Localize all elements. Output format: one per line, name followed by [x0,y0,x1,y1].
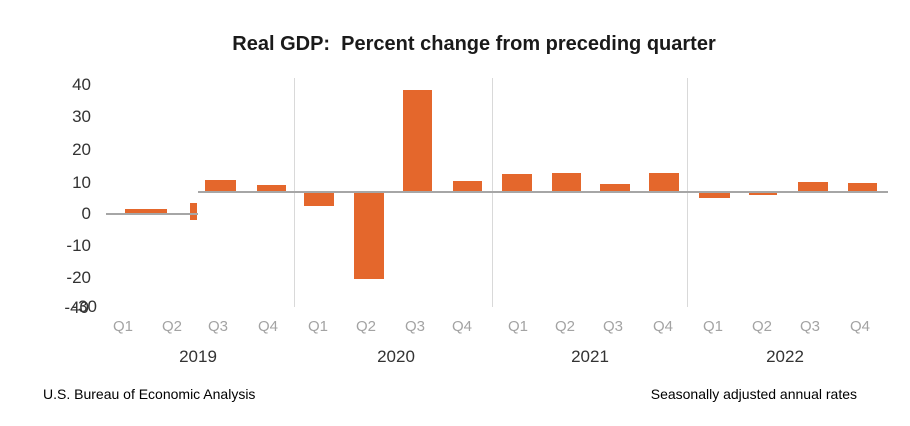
quarter-label: Q4 [849,317,870,335]
bar-2022-Q4 [847,183,877,192]
year-label: 2019 [179,346,217,366]
y-axis-label: -20 [66,267,91,287]
y-axis-label: -30 [72,297,97,316]
y-axis-label: 0 [81,204,91,223]
quarter-label: Q2 [355,317,376,335]
bar-2019-Q3 [205,180,236,192]
quarter-label: Q3 [602,317,623,335]
quarter-label: Q1 [507,317,528,335]
rates-note: Seasonally adjusted annual rates [650,386,857,402]
y-axis-label: -40 [64,297,89,317]
quarter-label: Q3 [404,317,425,335]
bar-2019-Q1 [125,208,167,215]
bar-2020-Q4 [453,181,482,192]
bar-2021-Q4 [648,172,679,192]
quarter-label: Q3 [207,317,228,335]
quarter-label: Q1 [702,317,723,335]
quarter-label: Q4 [451,317,472,335]
bar-2021-Q3 [599,183,630,192]
quarter-label: Q3 [799,317,820,335]
year-label: 2022 [766,346,804,366]
quarter-label: Q4 [257,317,278,335]
chart-title: Real GDP: Percent change from preceding … [232,33,716,55]
y-axis-label: 30 [72,107,91,127]
quarter-label: Q2 [161,317,182,335]
source-note: U.S. Bureau of Economic Analysis [43,386,256,402]
bar-2022-Q2 [748,192,777,195]
bar-2020-Q1 [304,192,334,206]
zero-baseline-right [198,191,888,194]
quarter-label: Q1 [307,317,328,335]
quarter-label: Q2 [554,317,575,335]
year-label: 2021 [571,346,609,366]
bar-2022-Q3 [797,182,828,192]
y-axis-label: -10 [66,236,91,255]
bar-2022-Q1 [698,192,730,198]
bar-2020-Q3 [403,90,432,192]
bar-2020-Q2 [353,192,384,279]
year-label: 2020 [377,346,415,366]
quarter-label: Q1 [112,317,133,335]
y-axis-label: 20 [72,140,91,159]
bar-2019-Q2 [190,202,197,220]
quarter-label: Q4 [652,317,673,335]
zero-baseline-left [106,213,198,216]
quarter-label: Q2 [751,317,772,335]
y-axis-label: 40 [72,75,91,94]
bar-2021-Q2 [551,172,581,192]
y-axis-label: 10 [72,172,91,192]
bar-2019-Q4 [256,185,286,192]
bar-2021-Q1 [501,173,532,192]
